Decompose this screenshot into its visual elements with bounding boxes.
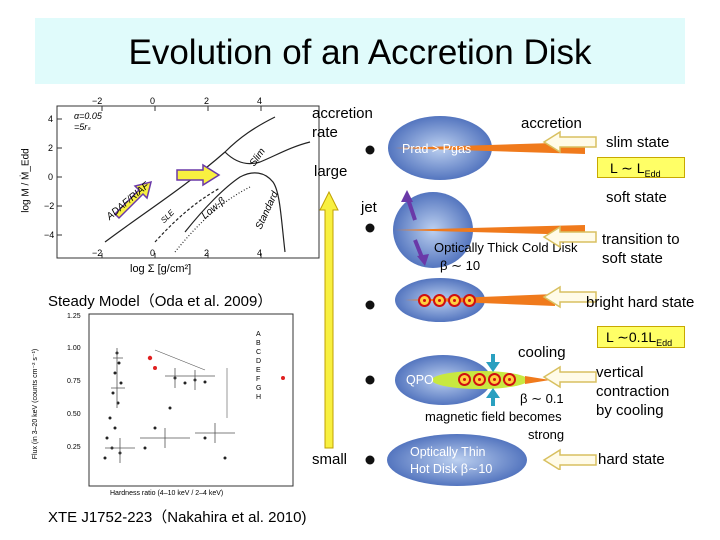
luminosity-01edd-box: L ∼0.1LEdd (597, 326, 685, 348)
bright-hard-state-label: bright hard state (586, 294, 695, 311)
right-accretion-label: accretion (521, 115, 582, 132)
vertical-label-2: contraction (596, 383, 670, 400)
xte-plot (88, 313, 294, 487)
plot1-legend-alpha: α=0.05 (74, 111, 102, 121)
stage-bullets (365, 145, 375, 465)
disk-diagrams (387, 116, 585, 486)
plot1-xtick: 4 (257, 248, 263, 258)
plot1-ytick: 4 (48, 114, 54, 124)
page-title: Evolution of an Accretion Disk (128, 33, 592, 72)
qpo-ring-icon (458, 373, 471, 386)
cooling-label: cooling (518, 344, 566, 361)
vertical-label-3: by cooling (596, 402, 664, 419)
vertical-label-1: vertical (596, 364, 644, 381)
qpo-ring-icon (448, 294, 461, 307)
disk2-beta: β ∼ 10 (440, 258, 481, 273)
disk1-label: Prad > Pgas (402, 142, 472, 156)
plot2-ytick: 0.75 (67, 378, 81, 385)
state-arrows (542, 130, 597, 470)
qpo-ring-icon (473, 373, 486, 386)
plot2-ylabel: Flux (in 3–20 keV (counts cm⁻² s⁻¹) (32, 348, 40, 460)
soft-state-label: soft state (606, 189, 667, 206)
large-label: large (314, 163, 348, 180)
magnetic-label-2: strong (528, 427, 565, 442)
plot2-ytick: 0.50 (67, 411, 81, 418)
qpo-ring-icon (418, 294, 431, 307)
title-bar: Evolution of an Accretion Disk (35, 18, 685, 84)
plot1-xtick-top: 4 (257, 96, 263, 106)
qpo-label: QPO (406, 373, 434, 387)
caption-steady-model: Steady Model（Oda et al. 2009） (48, 293, 273, 310)
plot1-xtick: −2 (92, 248, 103, 258)
disk5-label-2: Hot Disk β∼10 (410, 462, 493, 476)
plot1-xtick-top: −2 (92, 96, 103, 106)
plot2-xlabel: Hardness ratio (4–10 keV / 2–4 keV) (110, 490, 224, 497)
caption-xte: XTE J1752-223（Nakahira et al. 2010) (48, 509, 307, 526)
qpo-ring-icon (503, 373, 516, 386)
plot1-xtick-top: 0 (150, 96, 156, 106)
magnetic-label-1: magnetic field becomes (425, 409, 562, 424)
disk4-beta: β ∼ 0.1 (520, 391, 564, 406)
plot1-legend-r: =5rₛ (74, 122, 91, 132)
hard-state-label: hard state (598, 451, 665, 468)
plot1-xtick-top: 2 (204, 96, 210, 106)
small-label: small (312, 451, 348, 468)
disk5-label-1: Optically Thin (410, 445, 486, 459)
plot1-ytick: 2 (48, 143, 54, 153)
luminosity-edd-box: L ∼ LEdd (597, 157, 685, 179)
plot2-ytick: 0.25 (67, 444, 81, 451)
plot1-xtick: 2 (204, 248, 210, 258)
disk2-label: Optically Thick Cold Disk (434, 240, 578, 255)
plot1-xtick: 0 (150, 248, 156, 258)
plot2-ytick: 1.00 (67, 345, 81, 352)
jet-label: jet (361, 199, 377, 216)
transition-label-1: transition to (602, 231, 680, 248)
accretion-rate-label: accretion (312, 105, 373, 122)
evolution-arrows (113, 163, 221, 220)
qpo-ring-icon (463, 294, 476, 307)
accretion-rate-label-2: rate (312, 124, 338, 141)
qpo-ring-icon (433, 294, 446, 307)
plot1-ytick: −4 (44, 230, 55, 240)
transition-label-2: soft state (602, 250, 663, 267)
steady-model-plot (56, 105, 320, 259)
accretion-rate-arrow (319, 190, 339, 449)
plot1-xlabel: log Σ [g/cm²] (130, 263, 192, 275)
plot2-ytick: 1.25 (67, 313, 81, 320)
plot1-ytick: −2 (44, 201, 55, 211)
qpo-ring-icon (488, 373, 501, 386)
plot1-ytick: 0 (48, 172, 54, 182)
slim-state-label: slim state (606, 134, 670, 151)
plot1-ylabel: log M / Ṁ_Edd (20, 148, 32, 213)
